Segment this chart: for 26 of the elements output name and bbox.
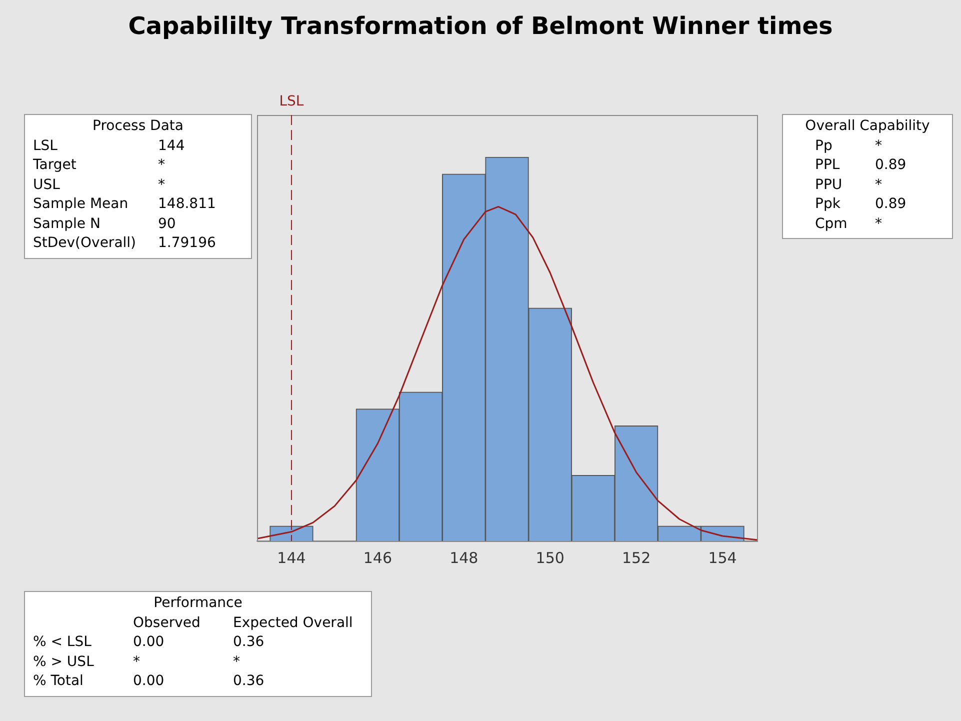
text: Target * xyxy=(33,156,166,175)
text: StDev(Overall) 1.79196 xyxy=(33,234,217,253)
text: LSL 144 xyxy=(33,136,186,156)
x-tick-label: 152 xyxy=(622,548,651,567)
text: Observed Expected Overall xyxy=(132,614,354,632)
text: Sample Mean 148.811 xyxy=(33,195,217,214)
text: % > USL * * xyxy=(33,652,241,672)
x-tick-label: 148 xyxy=(450,548,478,567)
text: PPL 0.89 xyxy=(814,156,908,175)
x-tick-label: 146 xyxy=(363,548,392,567)
text: PPU * xyxy=(814,176,883,194)
text: Cpm * xyxy=(814,214,883,234)
text: Performance xyxy=(152,594,244,613)
text: % Total 0.00 0.36 xyxy=(33,672,266,691)
x-tick-label: 154 xyxy=(708,548,737,567)
text: Pp * xyxy=(814,136,883,156)
x-tick-label: 144 xyxy=(277,548,306,567)
text: Overall Capability xyxy=(804,117,931,136)
text: % < LSL 0.00 0.36 xyxy=(33,633,266,652)
text: Sample N 90 xyxy=(33,214,177,234)
text: USL * xyxy=(33,176,166,194)
x-tick-label: 150 xyxy=(536,548,564,567)
text: Process Data xyxy=(92,117,184,136)
chart-title: Capabililty Transformation of Belmont Winner times xyxy=(127,12,834,40)
ref-line-label: LSL xyxy=(279,94,304,110)
text: Ppk 0.89 xyxy=(814,195,908,214)
